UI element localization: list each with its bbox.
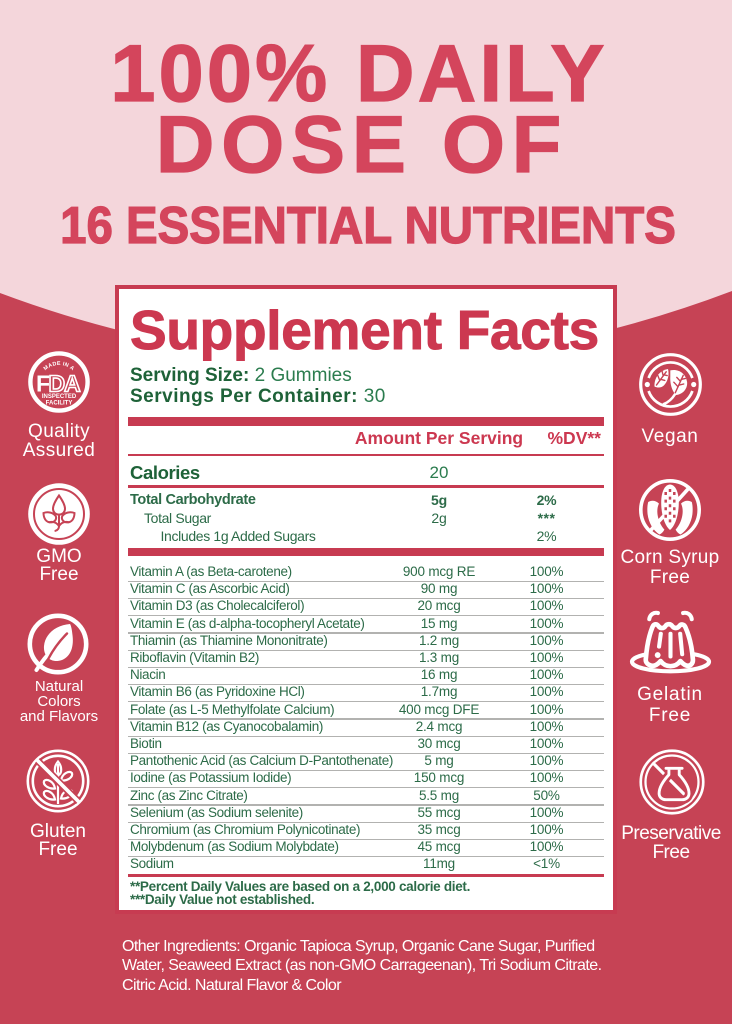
svg-text:INSPECTED: INSPECTED <box>42 394 77 400</box>
svg-text:MADE IN A: MADE IN A <box>43 361 76 372</box>
svg-text:FACILITY: FACILITY <box>46 401 73 407</box>
svg-text:A: A <box>64 371 81 397</box>
svg-text:F: F <box>36 371 50 397</box>
svg-text:D: D <box>49 371 66 397</box>
